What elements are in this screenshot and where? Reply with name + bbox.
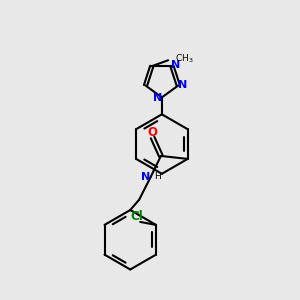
Text: H: H xyxy=(154,172,160,181)
Text: N: N xyxy=(153,93,163,103)
Text: Cl: Cl xyxy=(130,210,143,224)
Text: N: N xyxy=(141,172,151,182)
Text: N: N xyxy=(178,80,187,91)
Text: O: O xyxy=(148,126,158,139)
Text: N: N xyxy=(171,60,181,70)
Text: CH$_3$: CH$_3$ xyxy=(175,52,194,65)
